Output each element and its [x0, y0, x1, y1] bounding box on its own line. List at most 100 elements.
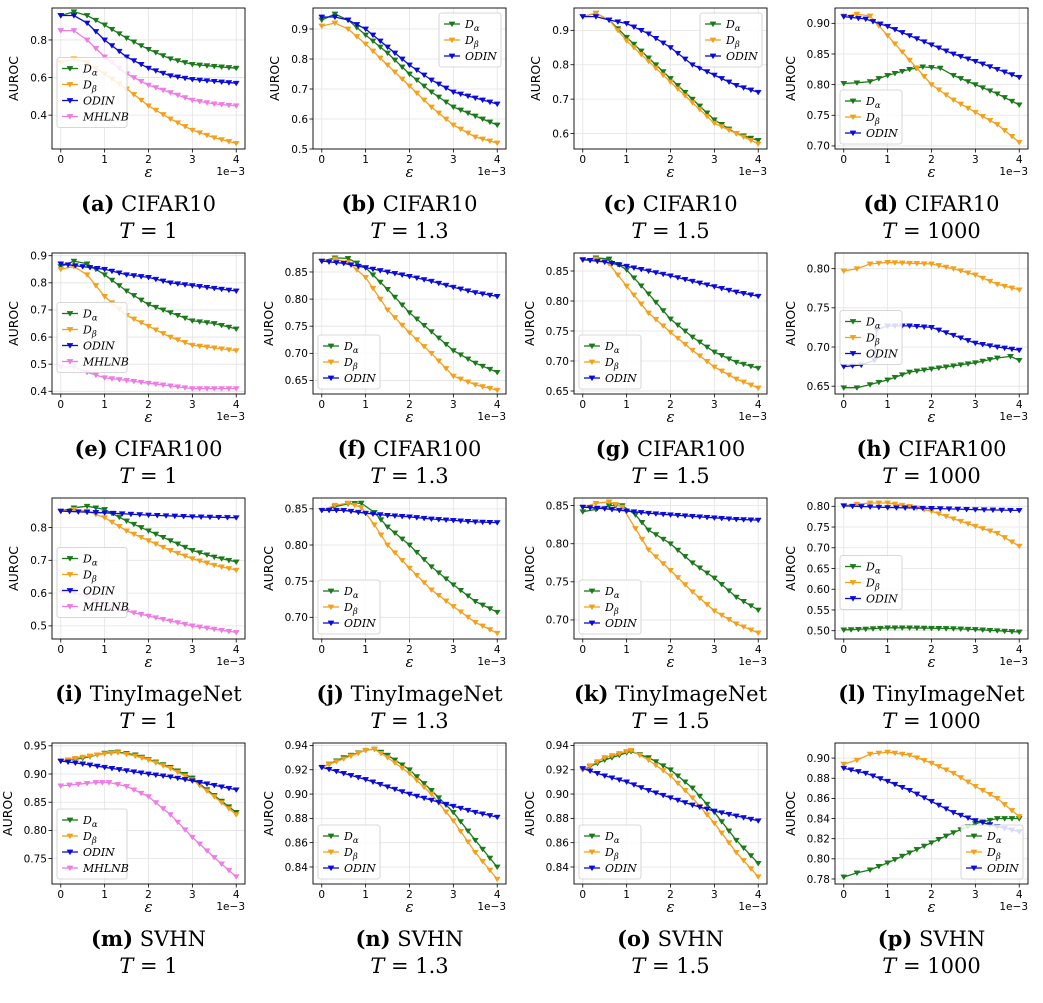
y-tick-label: 0.80	[807, 79, 830, 91]
x-tick-label: 2	[145, 399, 152, 411]
data-point	[123, 528, 131, 534]
data-point	[159, 87, 167, 94]
y-tick-label: 0.92	[285, 765, 308, 777]
data-point	[919, 505, 927, 512]
data-point	[854, 769, 862, 775]
data-point	[645, 757, 653, 764]
legend-label: ODIN	[866, 127, 898, 140]
data-point	[486, 138, 494, 145]
data-point	[479, 291, 487, 298]
data-point	[645, 268, 653, 275]
data-point	[866, 504, 874, 511]
data-point	[442, 801, 450, 808]
data-point	[1001, 535, 1009, 541]
data-point	[479, 363, 487, 370]
legend-box	[438, 12, 502, 68]
data-point	[123, 272, 131, 278]
x-tick-label: 3	[450, 399, 457, 411]
data-point	[145, 771, 152, 778]
legend-marker	[66, 66, 74, 72]
x-axis-label: ε	[666, 163, 674, 181]
legend-label: ODIN	[726, 50, 758, 63]
data-point	[891, 260, 899, 266]
data-point	[891, 374, 899, 381]
data-point	[486, 627, 494, 633]
data-point	[83, 261, 91, 268]
data-point	[866, 382, 874, 388]
data-point	[166, 774, 174, 781]
data-point	[986, 343, 994, 349]
y-tick-label: 0.60	[807, 584, 830, 596]
legend-marker	[327, 833, 335, 840]
data-point	[369, 285, 377, 292]
y-tick-label: 0.5	[291, 144, 308, 156]
x-multiplier: 1e−3	[999, 411, 1028, 423]
y-axis-label: AUROC	[783, 301, 798, 346]
data-point	[637, 785, 645, 791]
data-point	[630, 275, 638, 281]
y-tick-label: 0.86	[546, 837, 570, 849]
data-point	[667, 512, 674, 518]
legend-label: Dβ	[986, 846, 1001, 862]
series-D-beta	[840, 260, 1023, 293]
data-point	[942, 264, 950, 271]
data-point	[732, 83, 740, 89]
data-point	[942, 513, 950, 520]
data-point	[130, 316, 138, 323]
data-point	[188, 548, 196, 554]
x-tick-label: 3	[450, 644, 457, 656]
caption-temperature: T = 1000	[882, 709, 980, 733]
series-D-beta	[318, 500, 501, 637]
data-point	[688, 513, 696, 520]
data-point	[137, 770, 145, 777]
data-point	[998, 507, 1006, 514]
x-tick-label: 4	[233, 399, 240, 411]
data-point	[331, 256, 339, 263]
data-point	[875, 864, 883, 870]
x-tick-label: 0	[579, 399, 586, 411]
y-tick-label: 0.8	[30, 35, 47, 47]
series-line	[60, 11, 237, 69]
data-point	[674, 50, 682, 57]
x-axis-label: ε	[666, 653, 674, 671]
legend-marker	[327, 359, 335, 366]
data-point	[747, 816, 755, 823]
data-point	[993, 530, 1001, 537]
data-point	[203, 320, 211, 326]
x-multiplier: 1e−3	[216, 411, 245, 423]
x-tick-label: 1	[884, 889, 891, 901]
data-point	[840, 874, 848, 881]
legend-label: Dα	[604, 340, 620, 356]
data-point	[218, 800, 226, 806]
data-point	[906, 503, 914, 510]
data-point	[1001, 283, 1009, 290]
data-point	[427, 516, 435, 523]
data-point	[145, 82, 152, 89]
data-point	[681, 341, 689, 348]
data-point	[1001, 95, 1009, 101]
data-point	[979, 627, 987, 634]
data-point	[92, 17, 100, 24]
data-point	[920, 324, 928, 331]
y-tick-label: 0.85	[807, 49, 830, 61]
data-point	[145, 65, 152, 72]
data-point	[688, 62, 696, 68]
data-point	[681, 89, 689, 96]
data-point	[754, 607, 762, 614]
subplot-g: 0 1 2 3 41e−3ε0.650.700.750.800.85AUROCDαDβO…	[522, 252, 768, 488]
legend-box	[839, 310, 903, 365]
data-point	[993, 355, 1001, 362]
data-point	[1015, 347, 1023, 354]
data-point	[464, 593, 472, 600]
data-point	[93, 752, 101, 759]
data-point	[123, 751, 131, 758]
data-point	[840, 765, 848, 772]
data-point	[840, 81, 848, 87]
data-point	[754, 385, 762, 392]
data-point	[384, 62, 392, 69]
data-point	[935, 764, 943, 770]
